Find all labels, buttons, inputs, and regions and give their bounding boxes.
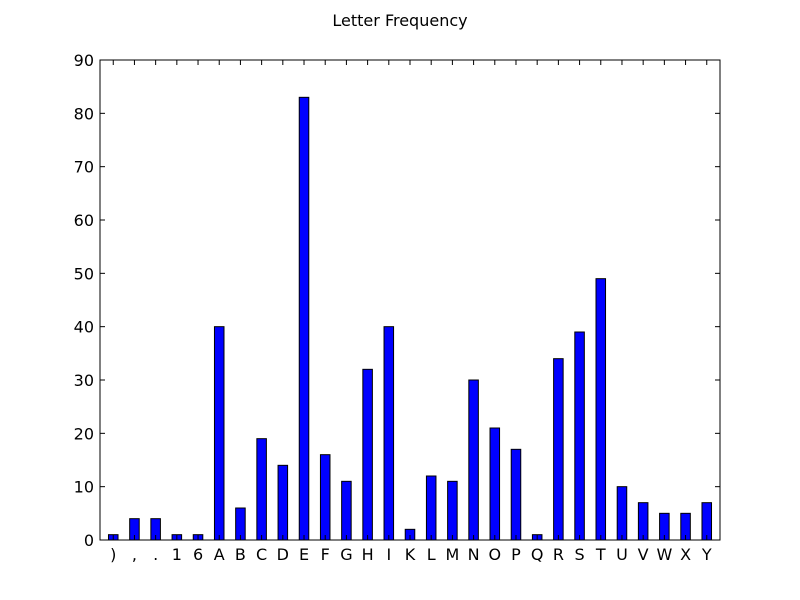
x-tick-label: U: [616, 545, 628, 564]
x-tick-label: D: [277, 545, 289, 564]
y-tick-label: 90: [74, 51, 94, 70]
bar-11: [341, 480, 352, 541]
x-tick-label: .: [153, 545, 158, 564]
x-tick-label: E: [299, 545, 309, 564]
x-tick-label: C: [256, 545, 267, 564]
bar-7: [256, 438, 267, 541]
x-tick-label: A: [214, 545, 225, 564]
bar-24: [616, 486, 628, 541]
bar-9: [298, 96, 310, 541]
x-tick-label: K: [405, 545, 416, 564]
x-tick-label: ,: [132, 545, 137, 564]
bar-18: [489, 427, 501, 541]
x-tick-label: G: [340, 545, 352, 564]
x-tick-label: V: [638, 545, 649, 564]
bar-10: [319, 454, 331, 541]
y-tick-label: 20: [74, 424, 94, 443]
x-tick-label: N: [468, 545, 480, 564]
x-tick-label: S: [574, 545, 584, 564]
x-tick-label: X: [680, 545, 691, 564]
x-tick-label: F: [321, 545, 330, 564]
ticks-layer: 0 10 20 30 40 50 60 70 80 90),. 1 6 A B C D E F G H I K L M N O P Q…: [74, 51, 720, 564]
bar-13: [383, 326, 395, 541]
y-tick-label: 40: [74, 318, 94, 337]
x-tick-label: M: [445, 545, 459, 564]
bar-12: [362, 368, 373, 541]
bar-23: [595, 278, 607, 541]
y-tick-label: 50: [74, 264, 94, 283]
bar-17: [468, 379, 479, 541]
x-tick-label: O: [488, 545, 501, 564]
x-tick-label: ): [110, 545, 116, 564]
x-tick-label: P: [511, 545, 521, 564]
x-tick-label: T: [595, 545, 606, 564]
x-tick-label: I: [386, 545, 391, 564]
x-tick-label: Y: [701, 545, 712, 564]
x-tick-label: B: [235, 545, 246, 564]
x-tick-label: R: [553, 545, 564, 564]
x-tick-label: W: [656, 545, 672, 564]
bar-21: [553, 358, 564, 541]
x-tick-label: H: [362, 545, 374, 564]
bar-15: [425, 475, 437, 541]
y-tick-label: 80: [74, 104, 94, 123]
bar-8: [277, 464, 289, 541]
bar-25: [637, 502, 649, 541]
x-tick-label: 6: [193, 545, 203, 564]
chart-title: Letter Frequency: [332, 11, 467, 30]
bar-19: [510, 448, 522, 541]
plot-frame: [99, 59, 721, 541]
bar-16: [447, 480, 458, 541]
y-tick-label: 10: [74, 478, 94, 497]
bar-5: [213, 326, 225, 541]
y-tick-label: 60: [74, 211, 94, 230]
bars-layer: [107, 96, 713, 541]
bar-22: [574, 331, 585, 541]
bar-28: [701, 502, 713, 541]
y-tick-label: 70: [74, 158, 94, 177]
x-tick-label: L: [427, 545, 436, 564]
x-tick-label: Q: [531, 545, 544, 564]
y-tick-label: 30: [74, 371, 94, 390]
y-tick-label: 0: [84, 531, 94, 550]
x-tick-label: 1: [172, 545, 182, 564]
